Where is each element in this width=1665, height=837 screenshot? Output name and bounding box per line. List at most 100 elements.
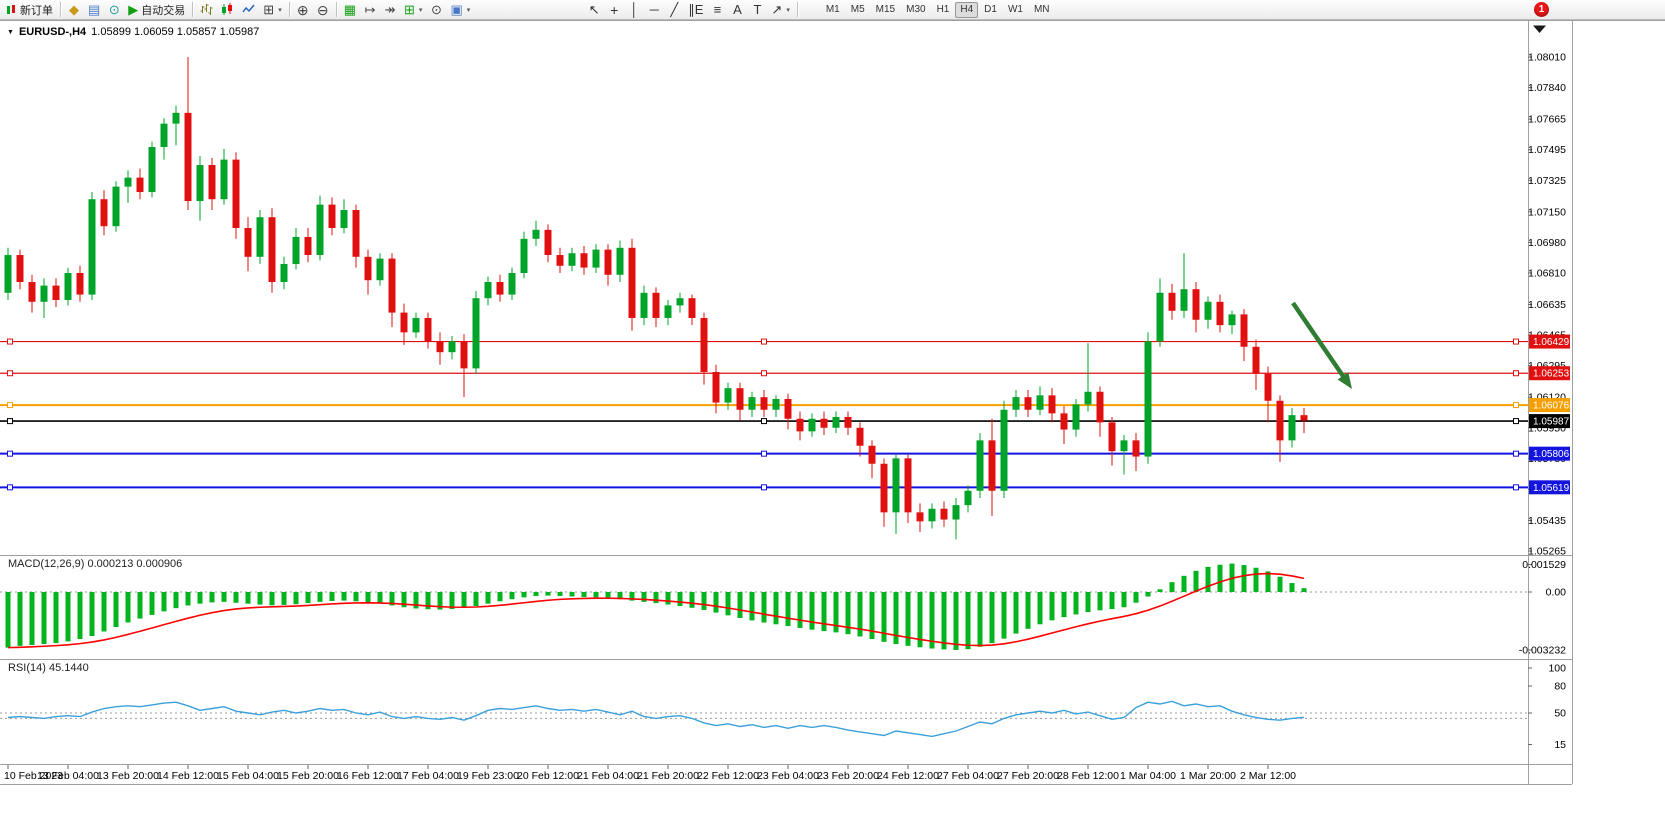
- time-label[interactable]: 27 Feb 20:00: [997, 770, 1059, 782]
- chart-shift-icon[interactable]: ↦: [364, 2, 376, 17]
- line-handle[interactable]: [1513, 450, 1519, 457]
- macd-tick-label: -0.003232: [1519, 644, 1566, 656]
- time-label[interactable]: 1 Mar 04:00: [1120, 770, 1176, 782]
- candle-body: [412, 317, 420, 333]
- line-handle[interactable]: [761, 338, 767, 345]
- trend-arrow-head[interactable]: [1337, 372, 1352, 389]
- new-order-button[interactable]: 新订单: [2, 1, 57, 19]
- time-label[interactable]: 21 Feb 04:00: [577, 770, 639, 782]
- favorites-icon[interactable]: ◆: [69, 2, 79, 17]
- price-tag-1.06253[interactable]: [1529, 366, 1570, 381]
- price-tag-1.06429[interactable]: [1529, 334, 1570, 349]
- line-handle[interactable]: [1513, 484, 1519, 491]
- line-handle[interactable]: [761, 370, 767, 377]
- line-handle[interactable]: [7, 450, 13, 457]
- timeframe-h4[interactable]: H4: [955, 1, 979, 18]
- candle-body: [1156, 292, 1164, 342]
- line-handle[interactable]: [7, 418, 13, 425]
- timeframe-m1[interactable]: M1: [825, 4, 840, 15]
- line-handle[interactable]: [1513, 370, 1519, 377]
- time-label[interactable]: 20 Feb 12:00: [517, 770, 579, 782]
- candle-body: [364, 256, 372, 281]
- crosshair-tool-icon[interactable]: +: [610, 1, 619, 18]
- line-handle[interactable]: [1513, 338, 1519, 345]
- autotrade-button[interactable]: ▶ 自动交易: [124, 1, 189, 19]
- candle-body: [316, 204, 324, 256]
- auto-scroll-icon[interactable]: ↠: [384, 2, 396, 17]
- timeframe-w1[interactable]: W1: [1007, 4, 1023, 15]
- time-label[interactable]: 28 Feb 12:00: [1057, 770, 1119, 782]
- text-tool-icon[interactable]: A: [733, 2, 742, 17]
- timeframe-h1[interactable]: H1: [936, 4, 950, 15]
- time-label[interactable]: 21 Feb 20:00: [637, 770, 699, 782]
- line-handle[interactable]: [1513, 418, 1519, 425]
- candle-body: [1264, 373, 1272, 401]
- new-order-icon: [6, 4, 17, 16]
- price-tag-1.05806[interactable]: [1529, 446, 1570, 461]
- time-label[interactable]: 14 Feb 12:00: [157, 770, 219, 782]
- price-tag-1.05987[interactable]: [1529, 414, 1570, 429]
- market-watch-icon[interactable]: ⊙: [108, 2, 120, 17]
- time-label[interactable]: 23 Feb 20:00: [817, 770, 879, 782]
- candle-body: [208, 165, 216, 200]
- timeframe-m15[interactable]: M15: [875, 4, 896, 15]
- time-label[interactable]: 13 Feb 04:00: [37, 770, 99, 782]
- time-label[interactable]: 15 Feb 20:00: [277, 770, 339, 782]
- line-handle[interactable]: [7, 338, 13, 345]
- channel-tool-icon[interactable]: ∥E: [688, 2, 704, 17]
- time-label[interactable]: 2 Mar 12:00: [1240, 770, 1296, 782]
- trendline-tool-icon[interactable]: ╱: [670, 2, 679, 17]
- collapse-triangle-icon[interactable]: ▼: [7, 28, 14, 36]
- arrows-tool-button[interactable]: ↗ ▾: [767, 1, 793, 19]
- time-label[interactable]: 1 Mar 20:00: [1180, 770, 1236, 782]
- timeframe-m5[interactable]: M5: [850, 4, 865, 15]
- time-label[interactable]: 10 Feb 2023: [4, 770, 63, 782]
- price-tag-1.06076[interactable]: [1529, 398, 1570, 413]
- charts-count-badge[interactable]: 1: [1534, 2, 1549, 17]
- time-label[interactable]: 19 Feb 23:00: [457, 770, 519, 782]
- new-chart-button[interactable]: ⊞ ▾: [259, 1, 285, 19]
- price-tag-label: 1.05806: [1533, 449, 1570, 460]
- line-handle[interactable]: [761, 418, 767, 425]
- add-indicator-icon: ⊞: [404, 2, 415, 17]
- bar-chart-button[interactable]: [196, 1, 217, 19]
- line-handle[interactable]: [7, 484, 13, 491]
- line-handle[interactable]: [1513, 402, 1519, 409]
- zoom-in-icon[interactable]: ⊕: [296, 1, 309, 18]
- time-label[interactable]: 15 Feb 04:00: [217, 770, 279, 782]
- time-label[interactable]: 23 Feb 04:00: [757, 770, 819, 782]
- timeframe-m30[interactable]: M30: [906, 4, 926, 15]
- tile-windows-icon[interactable]: ▦: [343, 2, 357, 17]
- time-label[interactable]: 27 Feb 04:00: [937, 770, 999, 782]
- time-label[interactable]: 22 Feb 12:00: [697, 770, 759, 782]
- period-clock-icon[interactable]: ⊙: [430, 2, 442, 17]
- candle-body: [1048, 395, 1056, 414]
- line-handle[interactable]: [761, 484, 767, 491]
- time-label[interactable]: 24 Feb 12:00: [877, 770, 939, 782]
- trend-arrow-annotation[interactable]: [1291, 301, 1345, 378]
- candle-body: [856, 427, 864, 446]
- line-chart-button[interactable]: [238, 1, 259, 19]
- line-handle[interactable]: [7, 402, 13, 409]
- fibonacci-tool-icon[interactable]: ≡: [713, 2, 722, 17]
- template-button[interactable]: ▣ ▾: [446, 1, 474, 19]
- vertical-line-tool-icon[interactable]: │: [630, 2, 639, 17]
- scale-marker-triangle-icon[interactable]: [1533, 25, 1546, 34]
- label-tool-icon[interactable]: T: [753, 2, 762, 17]
- line-handle[interactable]: [761, 450, 767, 457]
- add-indicator-button[interactable]: ⊞ ▾: [400, 1, 426, 19]
- time-label[interactable]: 13 Feb 20:00: [97, 770, 159, 782]
- time-label[interactable]: 17 Feb 04:00: [397, 770, 459, 782]
- cursor-tool-icon[interactable]: ↖: [588, 2, 600, 17]
- line-handle[interactable]: [7, 370, 13, 377]
- timeframe-d1[interactable]: D1: [984, 4, 997, 15]
- horizontal-line-tool-icon[interactable]: ─: [649, 2, 659, 17]
- price-tag-1.05619[interactable]: [1529, 480, 1570, 495]
- timeframe-mn[interactable]: MN: [1033, 4, 1050, 15]
- candlestick-chart-button[interactable]: [217, 1, 238, 19]
- profiles-icon[interactable]: ▤: [88, 2, 101, 17]
- time-label[interactable]: 16 Feb 12:00: [337, 770, 399, 782]
- zoom-out-icon[interactable]: ⊖: [316, 1, 329, 18]
- candle-body: [1300, 415, 1308, 421]
